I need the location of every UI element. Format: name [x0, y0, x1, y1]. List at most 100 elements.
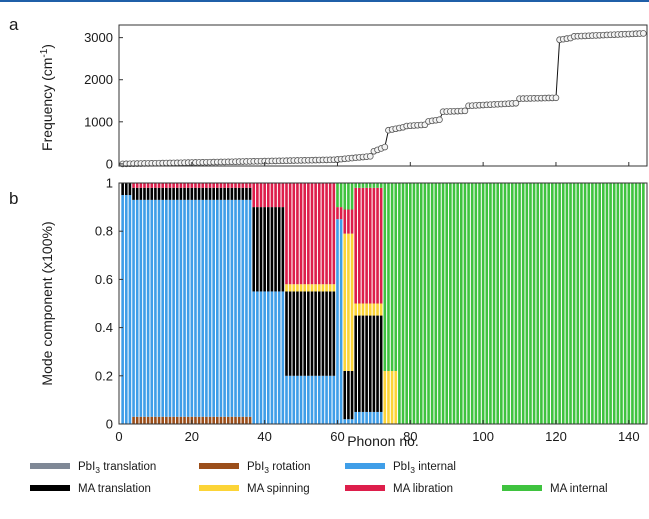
bar-54-ma_translation — [314, 291, 317, 376]
bar-98-ma_internal — [474, 183, 478, 424]
bar-13-ma_translation — [165, 187, 168, 200]
bar-124-ma_internal — [569, 183, 572, 424]
bar-65-ma_internal — [354, 183, 357, 188]
bar-44-ma_translation — [277, 207, 281, 292]
bar-3-ma_translation — [128, 183, 132, 196]
bar-141-ma_internal — [631, 183, 634, 424]
bar-57-pbi3_internal — [325, 375, 328, 424]
bar-142-ma_internal — [634, 183, 638, 424]
frequency-point-74 — [381, 143, 389, 151]
bar-73-ma_spinning — [383, 370, 387, 424]
bar-63-ma_libration — [347, 209, 350, 234]
bar-50-ma_translation — [299, 291, 303, 376]
bar-46-pbi3_internal — [285, 375, 288, 424]
bar-130-ma_internal — [591, 183, 594, 424]
bar-51-ma_libration — [303, 183, 307, 285]
bar-37-pbi3_internal — [252, 291, 256, 424]
bar-60-ma_libration — [336, 207, 339, 220]
bar-24-pbi3_rotation — [205, 416, 208, 424]
bar-132-ma_internal — [598, 183, 601, 424]
panel-b-xticklabel-100: 100 — [472, 429, 494, 444]
bar-8-ma_translation — [146, 187, 150, 200]
bar-6-ma_translation — [139, 187, 143, 200]
bar-59-ma_libration — [332, 183, 336, 285]
bar-16-ma_libration — [175, 183, 179, 188]
bar-136-ma_internal — [612, 183, 616, 424]
bar-61-ma_internal — [339, 183, 343, 208]
bar-54-ma_libration — [314, 183, 317, 285]
bar-54-ma_spinning — [314, 284, 317, 292]
bar-32-ma_translation — [234, 187, 237, 200]
bar-57-ma_libration — [325, 183, 328, 285]
bar-40-ma_libration — [263, 183, 266, 208]
bar-67-ma_translation — [361, 315, 365, 412]
bar-26-ma_libration — [212, 183, 215, 188]
bar-49-pbi3_internal — [296, 375, 299, 424]
bar-26-pbi3_rotation — [212, 416, 215, 424]
bar-4-ma_libration — [132, 183, 135, 188]
bar-67-ma_libration — [361, 187, 365, 304]
bar-55-ma_libration — [317, 183, 321, 285]
bar-140-ma_internal — [627, 183, 631, 424]
bar-139-ma_internal — [623, 183, 627, 424]
legend-label-ma_spinning: MA spinning — [247, 483, 310, 495]
bar-4-pbi3_internal — [132, 199, 135, 417]
bar-12-pbi3_internal — [161, 199, 165, 417]
bar-71-ma_libration — [376, 187, 379, 304]
panel-a-yticklabel-0: 0 — [106, 156, 113, 171]
bar-68-pbi3_internal — [365, 411, 368, 424]
bar-34-pbi3_rotation — [241, 416, 245, 424]
bar-68-ma_libration — [365, 187, 368, 304]
legend-label-ma_translation: MA translation — [78, 483, 151, 495]
bar-31-ma_translation — [230, 187, 234, 200]
bar-33-pbi3_rotation — [237, 416, 241, 424]
bar-89-ma_internal — [441, 183, 445, 424]
bar-42-pbi3_internal — [270, 291, 274, 424]
bar-119-ma_internal — [551, 183, 554, 424]
bar-33-pbi3_internal — [237, 199, 241, 417]
bar-45-ma_libration — [281, 183, 285, 208]
bar-72-ma_internal — [379, 183, 383, 188]
bar-16-pbi3_internal — [175, 199, 179, 417]
bar-75-ma_spinning — [390, 370, 394, 424]
bar-69-ma_spinning — [368, 303, 372, 316]
bar-72-ma_spinning — [379, 303, 383, 316]
bar-12-ma_libration — [161, 183, 165, 188]
bar-133-ma_internal — [601, 183, 605, 424]
bar-19-ma_libration — [186, 183, 190, 188]
bar-52-pbi3_internal — [307, 375, 310, 424]
bar-56-ma_translation — [321, 291, 325, 376]
bar-68-ma_internal — [365, 183, 368, 188]
bar-7-pbi3_internal — [143, 199, 146, 417]
bar-38-ma_libration — [256, 183, 259, 208]
bar-50-ma_spinning — [299, 284, 303, 292]
bar-33-ma_translation — [237, 187, 241, 200]
bar-37-ma_libration — [252, 183, 256, 208]
bar-18-ma_translation — [183, 187, 186, 200]
bar-1-ma_translation — [121, 183, 124, 196]
bar-55-ma_translation — [317, 291, 321, 376]
bar-35-ma_translation — [245, 187, 248, 200]
bar-37-ma_translation — [252, 207, 256, 292]
panel-b-xlabel: Phonon no. — [347, 433, 419, 449]
bar-5-pbi3_rotation — [135, 416, 139, 424]
bar-65-ma_translation — [354, 315, 357, 412]
bar-28-ma_libration — [219, 183, 223, 188]
bar-69-pbi3_internal — [368, 411, 372, 424]
bar-11-pbi3_rotation — [157, 416, 161, 424]
panel-b-yticklabel-0.8: 0.8 — [95, 224, 113, 239]
panel-a-frame — [118, 24, 648, 167]
bar-9-ma_translation — [150, 187, 154, 200]
panel-a-yticklabel-3000: 3000 — [84, 30, 113, 45]
bar-30-pbi3_internal — [226, 199, 230, 417]
bar-5-pbi3_internal — [135, 199, 139, 417]
legend-swatch-ma_libration — [345, 485, 385, 491]
bar-70-ma_internal — [372, 183, 376, 188]
panel-a-label: a — [9, 15, 19, 34]
bar-28-pbi3_rotation — [219, 416, 223, 424]
bar-39-ma_translation — [259, 207, 263, 292]
bar-74-ma_spinning — [387, 370, 390, 424]
bar-62-pbi3_internal — [343, 419, 347, 424]
bar-31-pbi3_internal — [230, 199, 234, 417]
